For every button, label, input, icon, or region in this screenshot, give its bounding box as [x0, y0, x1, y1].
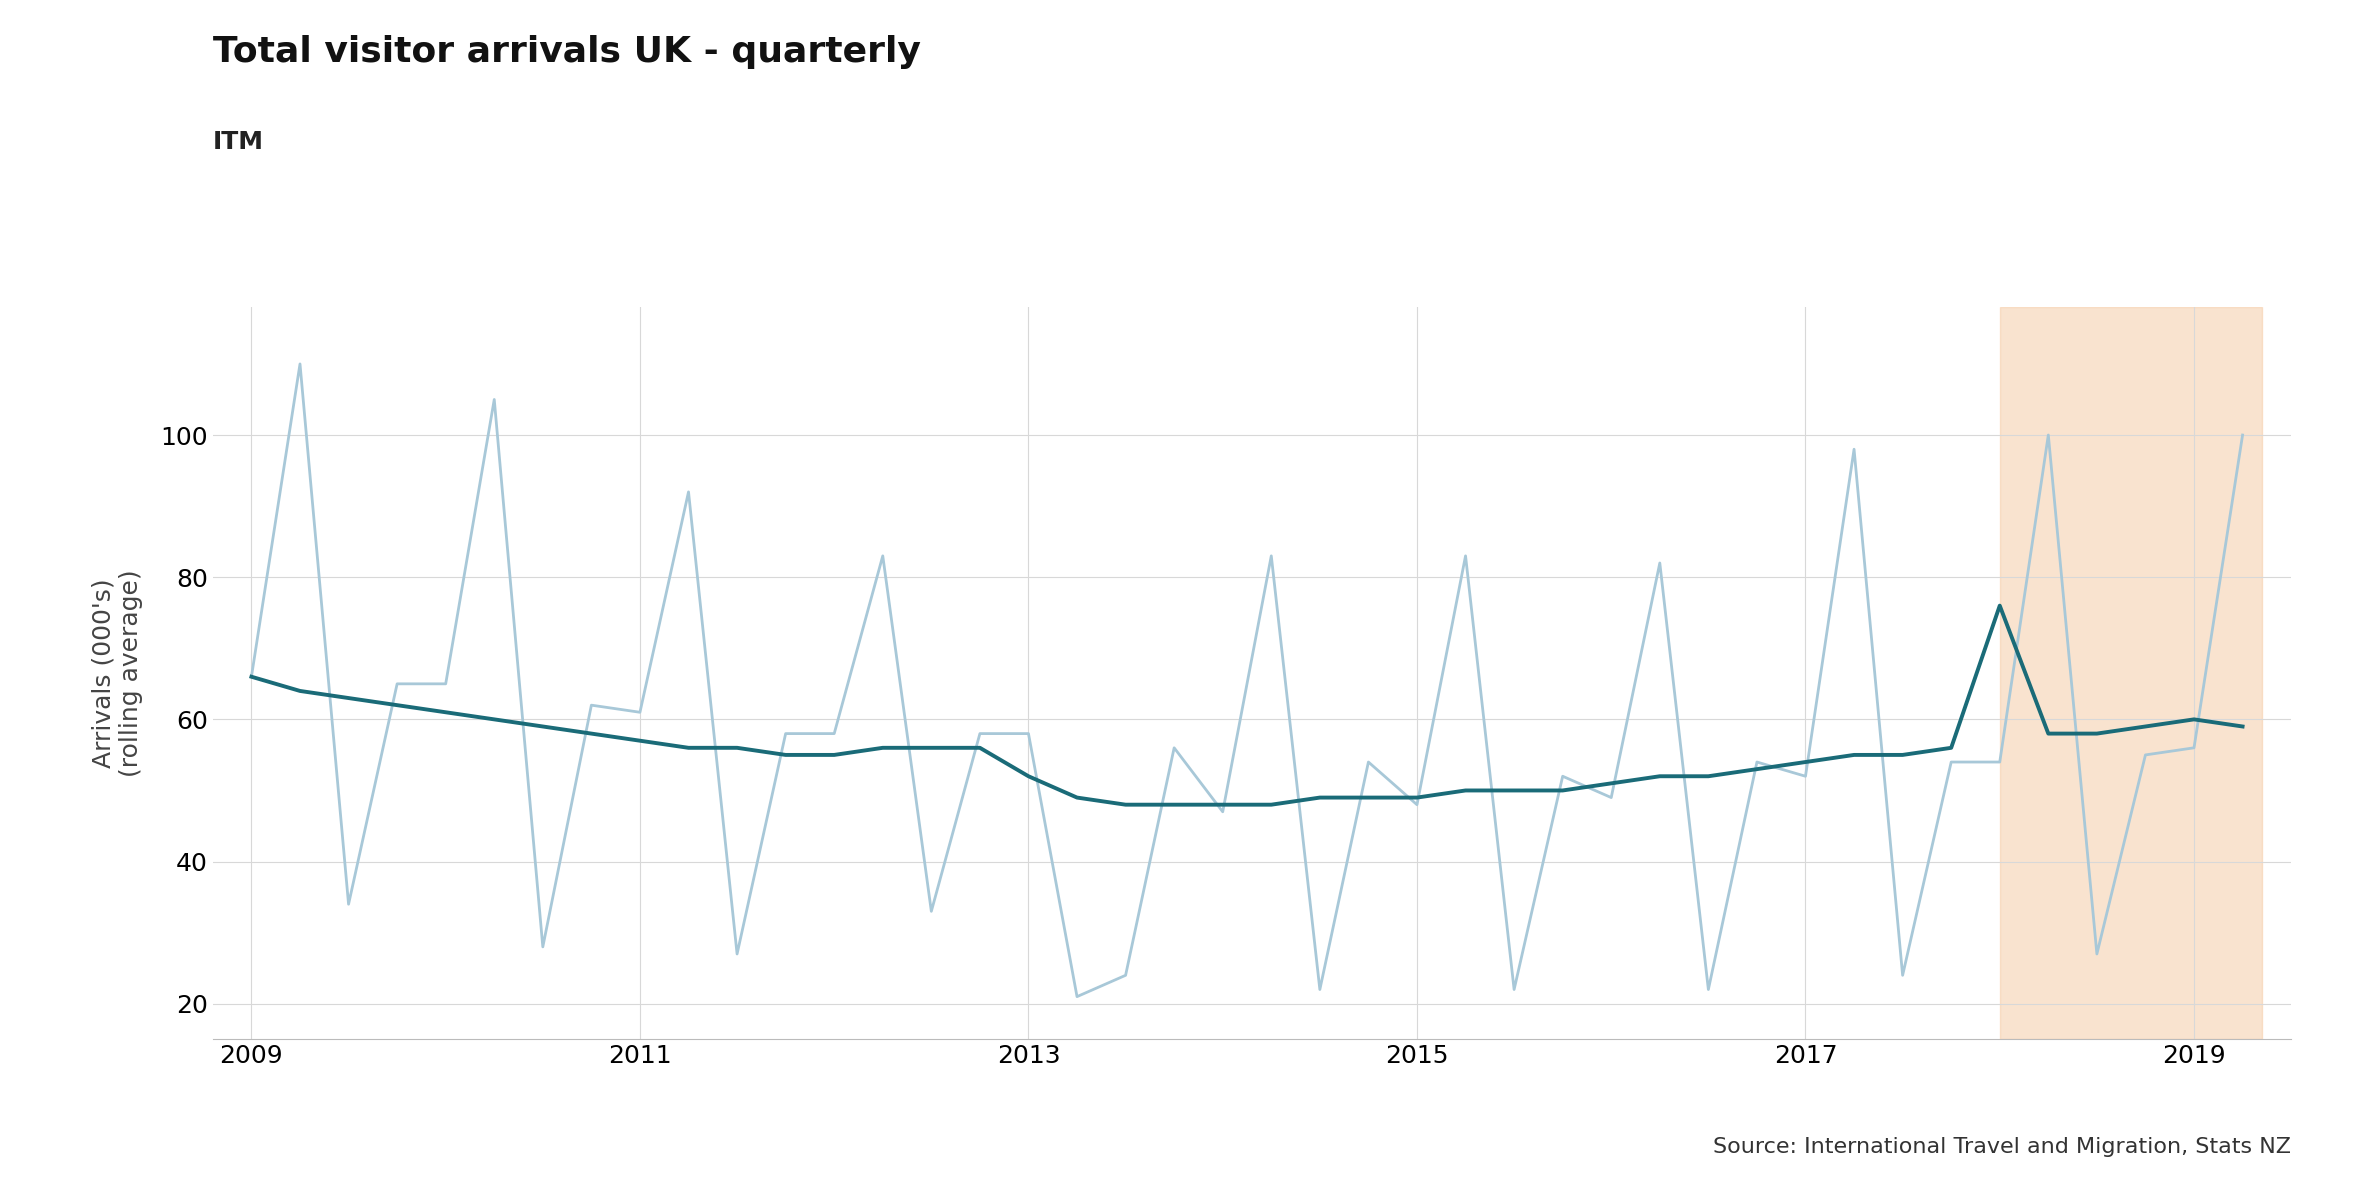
Bar	[2001, 307, 2263, 1039]
Text: Total visitor arrivals UK - quarterly: Total visitor arrivals UK - quarterly	[213, 35, 921, 70]
Text: ITM: ITM	[213, 130, 265, 154]
Text: Source: International Travel and Migration, Stats NZ: Source: International Travel and Migrati…	[1712, 1137, 2291, 1157]
Y-axis label: Arrivals (000's)
(rolling average): Arrivals (000's) (rolling average)	[92, 569, 144, 777]
